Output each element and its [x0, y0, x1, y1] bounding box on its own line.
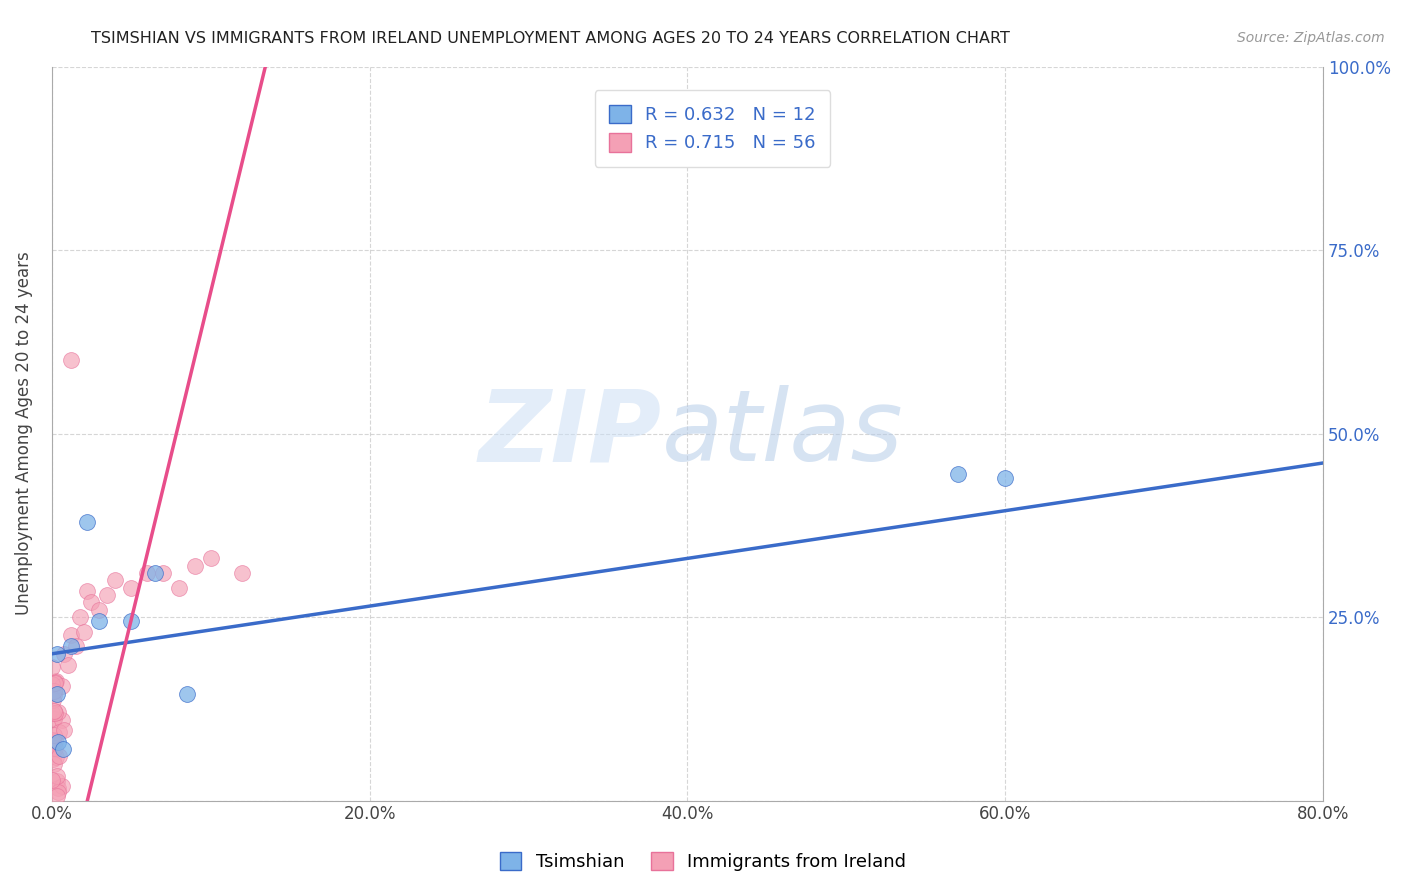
Point [41, 752, 63, 766]
Point [53, 647, 76, 661]
Point [48, 748, 70, 763]
Point [41, 677, 63, 691]
Point [46, 780, 69, 795]
Point [41, 660, 63, 674]
Point [59, 628, 82, 642]
Point [120, 614, 142, 628]
Point [45, 687, 67, 701]
Point [89, 603, 111, 617]
Point [946, 467, 969, 481]
Point [42, 693, 65, 707]
Point [46, 785, 69, 799]
Point [42, 688, 65, 702]
Point [120, 581, 142, 595]
Point [45, 647, 67, 661]
Point [231, 566, 253, 580]
Point [51, 679, 73, 693]
Point [42, 757, 65, 772]
Point [52, 742, 75, 756]
Point [80, 595, 103, 609]
Point [59, 353, 82, 368]
Point [46, 774, 69, 789]
Point [143, 566, 166, 580]
Text: Source: ZipAtlas.com: Source: ZipAtlas.com [1237, 31, 1385, 45]
Point [45, 789, 67, 804]
Point [65, 640, 87, 654]
Point [41, 733, 63, 747]
Text: atlas: atlas [662, 385, 904, 482]
Point [44, 711, 66, 725]
Point [45, 750, 67, 764]
Legend: Tsimshian, Immigrants from Ireland: Tsimshian, Immigrants from Ireland [492, 845, 914, 879]
Y-axis label: Unemployment Among Ages 20 to 24 years: Unemployment Among Ages 20 to 24 years [15, 252, 32, 615]
Text: ZIP: ZIP [479, 385, 662, 482]
Point [44, 734, 66, 748]
Point [42, 684, 65, 698]
Point [42, 704, 65, 718]
Point [167, 581, 190, 595]
Point [176, 687, 198, 701]
Point [200, 551, 222, 566]
Point [41, 706, 63, 720]
Point [184, 558, 207, 573]
Point [104, 574, 127, 588]
Point [41, 740, 63, 755]
Point [41, 772, 63, 787]
Point [59, 640, 82, 654]
Point [44, 706, 66, 720]
Point [136, 566, 159, 580]
Point [44, 741, 66, 756]
Point [44, 674, 66, 689]
Point [45, 673, 67, 688]
Legend: R = 0.632   N = 12, R = 0.715   N = 56: R = 0.632 N = 12, R = 0.715 N = 56 [595, 90, 831, 167]
Point [42, 737, 65, 751]
Point [76, 584, 98, 599]
Text: TSIMSHIAN VS IMMIGRANTS FROM IRELAND UNEMPLOYMENT AMONG AGES 20 TO 24 YEARS CORR: TSIMSHIAN VS IMMIGRANTS FROM IRELAND UNE… [91, 31, 1011, 46]
Point [56, 657, 79, 672]
Point [152, 566, 174, 580]
Point [42, 712, 65, 726]
Point [48, 725, 70, 739]
Point [46, 705, 69, 719]
Point [52, 723, 75, 738]
Point [51, 779, 73, 793]
Point [994, 470, 1017, 484]
Point [51, 713, 73, 727]
Point [44, 676, 66, 690]
Point [45, 769, 67, 783]
Point [46, 735, 69, 749]
Point [72, 624, 94, 639]
Point [89, 614, 111, 628]
Point [76, 515, 98, 529]
Point [69, 610, 91, 624]
Point [42, 728, 65, 742]
Point [96, 588, 118, 602]
